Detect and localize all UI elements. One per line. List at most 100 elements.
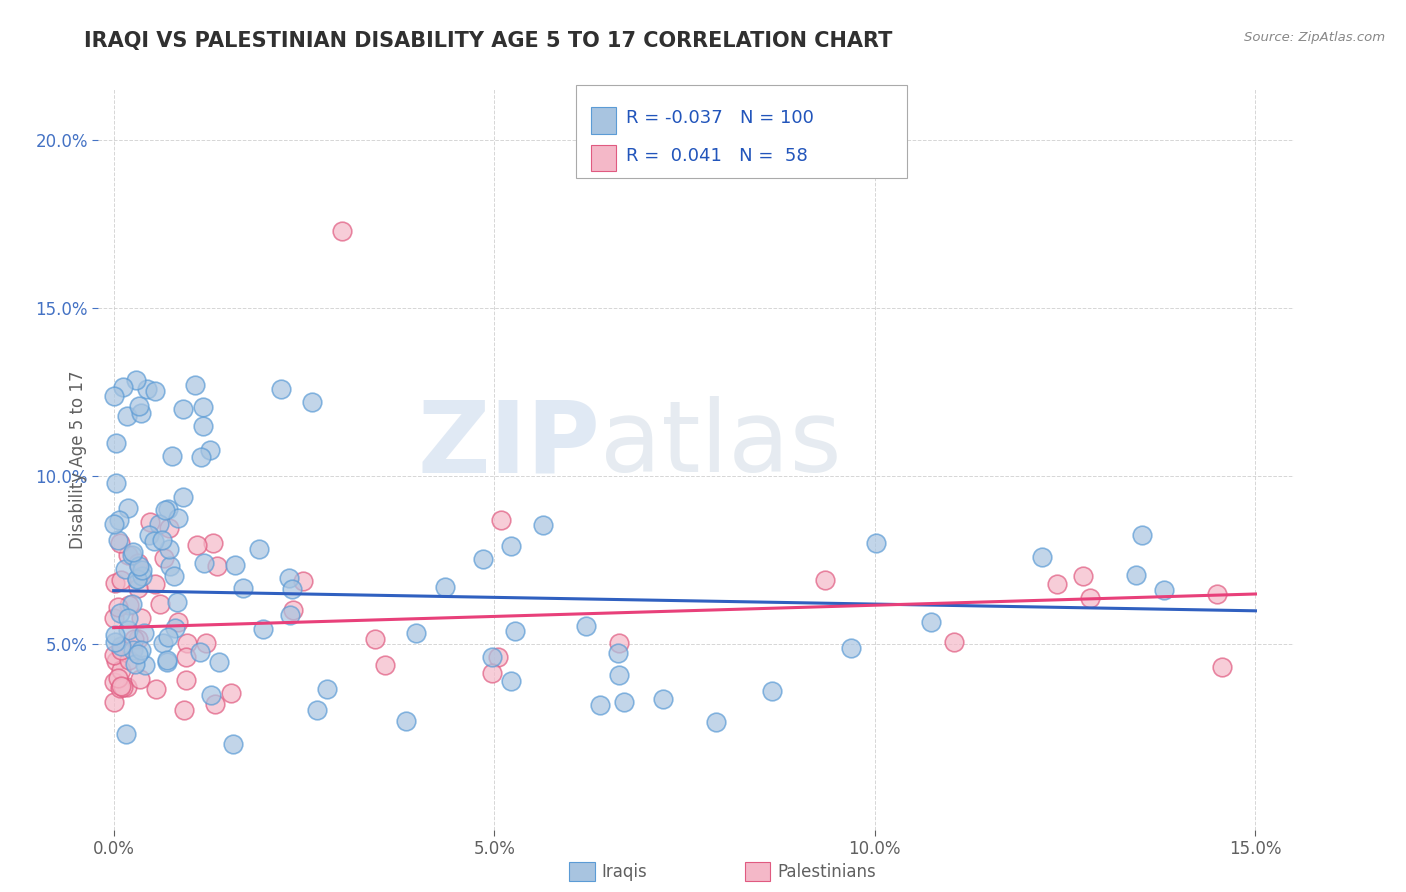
Point — [124, 632, 146, 647]
Point — [481, 650, 503, 665]
Point — [433, 580, 456, 594]
Point — [395, 714, 418, 728]
Point — [111, 680, 134, 694]
Point — [125, 572, 148, 586]
Point — [127, 581, 149, 595]
Point — [814, 573, 837, 587]
Point — [103, 648, 125, 663]
Point — [136, 382, 159, 396]
Point — [105, 654, 128, 668]
Point — [173, 703, 195, 717]
Point — [127, 632, 149, 646]
Point — [152, 636, 174, 650]
Point — [589, 698, 612, 712]
Point — [204, 697, 226, 711]
Point — [114, 727, 136, 741]
Point — [159, 558, 181, 573]
Point — [270, 382, 292, 396]
Point — [607, 668, 630, 682]
Point — [157, 630, 180, 644]
Point — [486, 650, 509, 665]
Point — [405, 626, 427, 640]
Point — [176, 636, 198, 650]
Point — [247, 542, 270, 557]
Point — [1153, 583, 1175, 598]
Point — [134, 658, 156, 673]
Point — [174, 650, 197, 665]
Point — [160, 449, 183, 463]
Point — [156, 655, 179, 669]
Point — [103, 695, 125, 709]
Text: Source: ZipAtlas.com: Source: ZipAtlas.com — [1244, 31, 1385, 45]
Point — [131, 563, 153, 577]
Point — [143, 384, 166, 398]
Point — [118, 598, 141, 612]
Point — [148, 517, 170, 532]
Point — [127, 572, 149, 586]
Point — [278, 571, 301, 585]
Point — [190, 450, 212, 464]
Point — [129, 643, 152, 657]
Point — [125, 373, 148, 387]
Point — [503, 624, 526, 638]
Point — [104, 476, 127, 491]
Point — [232, 581, 254, 595]
Point — [501, 540, 523, 554]
Point — [115, 409, 138, 423]
Point — [1206, 587, 1229, 601]
Point — [1211, 660, 1233, 674]
Point — [121, 549, 143, 563]
Point — [128, 399, 150, 413]
Point — [316, 682, 339, 697]
Point — [652, 692, 675, 706]
Point — [374, 657, 396, 672]
Point — [194, 636, 217, 650]
Point — [110, 679, 132, 693]
Point — [127, 647, 149, 661]
Point — [163, 569, 186, 583]
Point — [114, 561, 136, 575]
Point — [186, 538, 208, 552]
Point — [110, 663, 132, 677]
Point — [188, 644, 211, 658]
Point — [110, 639, 132, 653]
Point — [1031, 549, 1053, 564]
Point — [121, 597, 143, 611]
Point — [943, 635, 966, 649]
Point — [704, 715, 727, 730]
Point — [839, 641, 862, 656]
Point — [118, 653, 141, 667]
Point — [222, 737, 245, 751]
Point — [107, 600, 129, 615]
Point — [131, 569, 153, 583]
Point — [131, 611, 153, 625]
Point — [143, 576, 166, 591]
Text: R =  0.041   N =  58: R = 0.041 N = 58 — [626, 147, 807, 165]
Point — [105, 435, 128, 450]
Point — [117, 623, 139, 637]
Point — [193, 556, 215, 570]
Point — [202, 536, 225, 550]
Point — [107, 533, 129, 547]
Point — [1125, 567, 1147, 582]
Text: ZIP: ZIP — [418, 396, 600, 493]
Point — [472, 551, 495, 566]
Point — [117, 611, 139, 625]
Point — [166, 595, 188, 609]
Point — [156, 502, 179, 516]
Point — [128, 672, 150, 686]
Point — [207, 559, 229, 574]
Point — [305, 703, 328, 717]
Point — [121, 643, 143, 657]
Point — [481, 665, 503, 680]
Point — [364, 632, 387, 646]
Point — [103, 517, 125, 532]
Point — [865, 535, 887, 549]
Text: R = -0.037   N = 100: R = -0.037 N = 100 — [626, 109, 814, 127]
Point — [174, 673, 197, 688]
Point — [330, 223, 353, 237]
Point — [117, 500, 139, 515]
Point — [172, 490, 194, 504]
Point — [167, 615, 190, 630]
Point — [1078, 591, 1101, 605]
